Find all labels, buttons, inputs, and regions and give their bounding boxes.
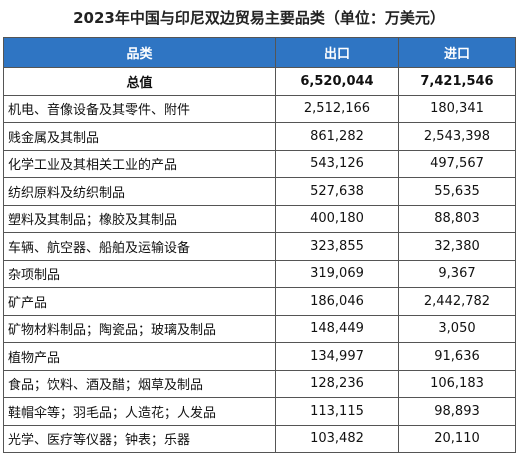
value-cell: 32,380 — [398, 232, 516, 261]
table-header: 品类 出口 进口 — [3, 37, 516, 68]
value-cell: 103,482 — [275, 424, 399, 453]
category-cell: 矿物材料制品；陶瓷品；玻璃及制品 — [3, 314, 276, 343]
value-cell: 2,442,782 — [398, 287, 516, 316]
category-cell: 光学、医疗等仪器；钟表；乐器 — [3, 424, 276, 453]
value-cell: 9,367 — [398, 259, 516, 288]
table-row: 矿物材料制品；陶瓷品；玻璃及制品 148,449 3,050 — [3, 314, 516, 343]
table-row: 杂项制品 319,069 9,367 — [3, 259, 516, 288]
category-cell: 鞋帽伞等；羽毛品；人造花；人发品 — [3, 397, 276, 426]
value-cell: 861,282 — [275, 122, 399, 151]
header-cell: 出口 — [275, 37, 399, 68]
table-row: 化学工业及其相关工业的产品 543,126 497,567 — [3, 149, 516, 178]
table-row: 机电、音像设备及其零件、附件 2,512,166 180,341 — [3, 94, 516, 123]
category-cell: 贱金属及其制品 — [3, 122, 276, 151]
value-cell: 3,050 — [398, 314, 516, 343]
value-cell: 98,893 — [398, 397, 516, 426]
table-row: 车辆、航空器、船舶及运输设备 323,855 32,380 — [3, 232, 516, 261]
value-cell: 106,183 — [398, 369, 516, 398]
category-cell: 总值 — [3, 67, 276, 96]
category-cell: 车辆、航空器、船舶及运输设备 — [3, 232, 276, 261]
value-cell: 6,520,044 — [275, 67, 399, 96]
category-cell: 塑料及其制品；橡胶及其制品 — [3, 204, 276, 233]
value-cell: 91,636 — [398, 342, 516, 371]
value-cell: 527,638 — [275, 177, 399, 206]
header-cell: 品类 — [3, 37, 276, 68]
value-cell: 148,449 — [275, 314, 399, 343]
table-row: 光学、医疗等仪器；钟表；乐器 103,482 20,110 — [3, 424, 516, 453]
table-title: 2023年中国与印尼双边贸易主要品类（单位：万美元） — [73, 9, 445, 27]
table-body: 总值 6,520,044 7,421,546 机电、音像设备及其零件、附件 2,512,… — [3, 67, 516, 453]
value-cell: 134,997 — [275, 342, 399, 371]
table-row: 食品；饮料、酒及醋；烟草及制品 128,236 106,183 — [3, 369, 516, 398]
value-cell: 319,069 — [275, 259, 399, 288]
value-cell: 2,543,398 — [398, 122, 516, 151]
table-row: 鞋帽伞等；羽毛品；人造花；人发品 113,115 98,893 — [3, 397, 516, 426]
value-cell: 180,341 — [398, 94, 516, 123]
trade-table: 品类 出口 进口 总值 6,520,044 7,421,546 机电、音像设备及其零件、附… — [3, 37, 516, 453]
value-cell: 323,855 — [275, 232, 399, 261]
value-cell: 543,126 — [275, 149, 399, 178]
category-cell: 机电、音像设备及其零件、附件 — [3, 94, 276, 123]
category-cell: 食品；饮料、酒及醋；烟草及制品 — [3, 369, 276, 398]
category-cell: 矿产品 — [3, 287, 276, 316]
table-row: 植物产品 134,997 91,636 — [3, 342, 516, 371]
table-row: 塑料及其制品；橡胶及其制品 400,180 88,803 — [3, 204, 516, 233]
value-cell: 113,115 — [275, 397, 399, 426]
value-cell: 7,421,546 — [398, 67, 516, 96]
table-row: 矿产品 186,046 2,442,782 — [3, 287, 516, 316]
value-cell: 55,635 — [398, 177, 516, 206]
table-row: 贱金属及其制品 861,282 2,543,398 — [3, 122, 516, 151]
category-cell: 植物产品 — [3, 342, 276, 371]
value-cell: 128,236 — [275, 369, 399, 398]
header-cell: 进口 — [398, 37, 516, 68]
value-cell: 186,046 — [275, 287, 399, 316]
value-cell: 2,512,166 — [275, 94, 399, 123]
category-cell: 纺织原料及纺织制品 — [3, 177, 276, 206]
value-cell: 400,180 — [275, 204, 399, 233]
table-row: 纺织原料及纺织制品 527,638 55,635 — [3, 177, 516, 206]
value-cell: 20,110 — [398, 424, 516, 453]
value-cell: 88,803 — [398, 204, 516, 233]
header-row: 品类 出口 进口 — [3, 37, 516, 68]
value-cell: 497,567 — [398, 149, 516, 178]
table-row: 总值 6,520,044 7,421,546 — [3, 67, 516, 96]
category-cell: 化学工业及其相关工业的产品 — [3, 149, 276, 178]
category-cell: 杂项制品 — [3, 259, 276, 288]
